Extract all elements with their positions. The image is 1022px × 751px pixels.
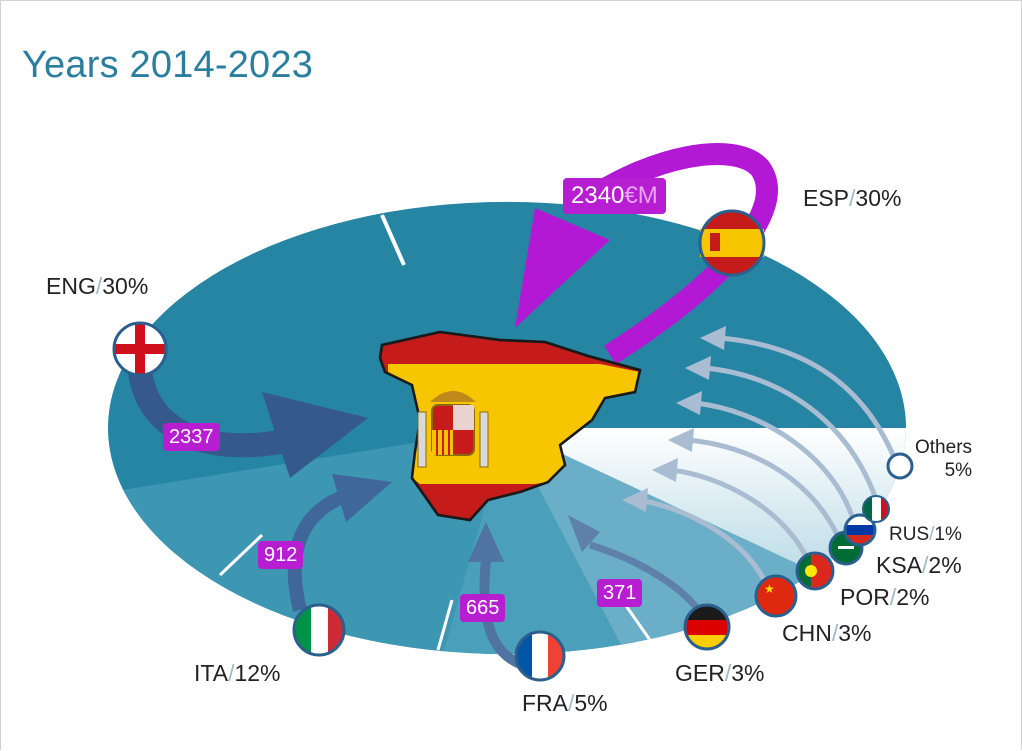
ita-label: ITA/12%	[194, 660, 281, 686]
portugal-flag-icon	[795, 551, 835, 591]
ita-value-badge: 912	[258, 541, 304, 569]
spain-flag-icon	[698, 209, 766, 277]
arrow-ksa	[687, 437, 845, 546]
chart-title: Years 2014-2023	[22, 44, 314, 86]
ger-value-badge: 371	[597, 579, 643, 607]
arrow-others	[719, 335, 896, 457]
arrow-rus-mex	[704, 365, 881, 506]
russia-flag-icon	[843, 513, 877, 547]
chn-label: CHN/3%	[782, 620, 872, 646]
arrow-por	[669, 467, 815, 571]
others-circle-icon	[886, 452, 914, 480]
eng-value-badge: 2337	[163, 423, 220, 451]
ger-label: GER/3%	[675, 660, 765, 686]
svg-text:★: ★	[764, 582, 775, 596]
england-flag-icon	[112, 321, 168, 377]
others-label: Others 5%	[915, 437, 973, 481]
fra-value-badge: 665	[460, 594, 506, 622]
ring-segment-fra	[430, 428, 650, 655]
arrow-rus	[694, 400, 858, 526]
por-label: POR/2%	[840, 584, 930, 610]
mexico-flag-icon	[862, 495, 890, 523]
arrow-chn	[639, 497, 773, 594]
esp-value-badge: 2340€M	[563, 178, 666, 214]
spain-map-flag	[378, 330, 642, 522]
china-flag-icon: ★	[754, 574, 798, 618]
germany-flag-icon	[683, 603, 731, 651]
minor-flow-arrows	[639, 335, 896, 594]
france-flag-icon	[514, 630, 566, 682]
ksa-label: KSA/2%	[876, 552, 962, 578]
rus-label: RUS/1%	[889, 524, 962, 545]
eng-label: ENG/30%	[46, 273, 149, 299]
italy-flag-icon	[292, 603, 346, 657]
arrow-esp-domestic	[573, 143, 778, 365]
esp-label: ESP/30%	[803, 185, 902, 211]
fra-label: FRA/5%	[522, 690, 608, 716]
